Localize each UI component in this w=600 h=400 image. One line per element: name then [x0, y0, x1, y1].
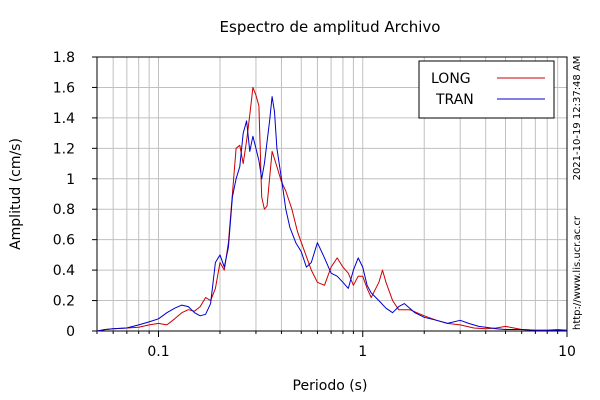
legend: LONG TRAN: [418, 60, 555, 119]
y-tick-label: 0.2: [53, 294, 75, 310]
x-axis-label: Periodo (s): [293, 378, 368, 394]
legend-label-long: LONG: [431, 71, 471, 87]
y-tick-label: 1.4: [53, 111, 75, 127]
y-tick-label: 1.2: [53, 141, 75, 157]
plot-frame: [96, 56, 568, 332]
y-tick-label: 1.8: [53, 50, 75, 66]
x-tick-label: 10: [558, 344, 576, 360]
timestamp-text: 2021-10-19 12:37:48 AM: [572, 56, 583, 181]
y-axis-label: Amplitud (cm/s): [8, 138, 24, 250]
y-tick-label: 0.6: [53, 233, 75, 249]
series-line-tran: [96, 96, 567, 332]
axis-ticks: 0 0.2 0.4 0.6 0.8 1 1.2 1.4 1.6 1.8 0.1 1 10: [53, 50, 576, 360]
source-url-text: http://www.lis.ucr.ac.cr: [572, 215, 583, 330]
y-tick-label: 1: [66, 172, 75, 188]
legend-label-tran: TRAN: [435, 92, 474, 108]
legend-box: [418, 60, 555, 119]
y-tick-label: 0: [66, 324, 75, 340]
chart-title: Espectro de amplitud Archivo: [220, 18, 441, 36]
x-tick-label: 1: [358, 344, 367, 360]
y-tick-label: 0.8: [53, 202, 75, 218]
x-tick-label: 0.1: [147, 344, 169, 360]
y-tick-label: 1.6: [53, 80, 75, 96]
series-group: [96, 86, 568, 332]
y-tick-label: 0.4: [53, 263, 75, 279]
